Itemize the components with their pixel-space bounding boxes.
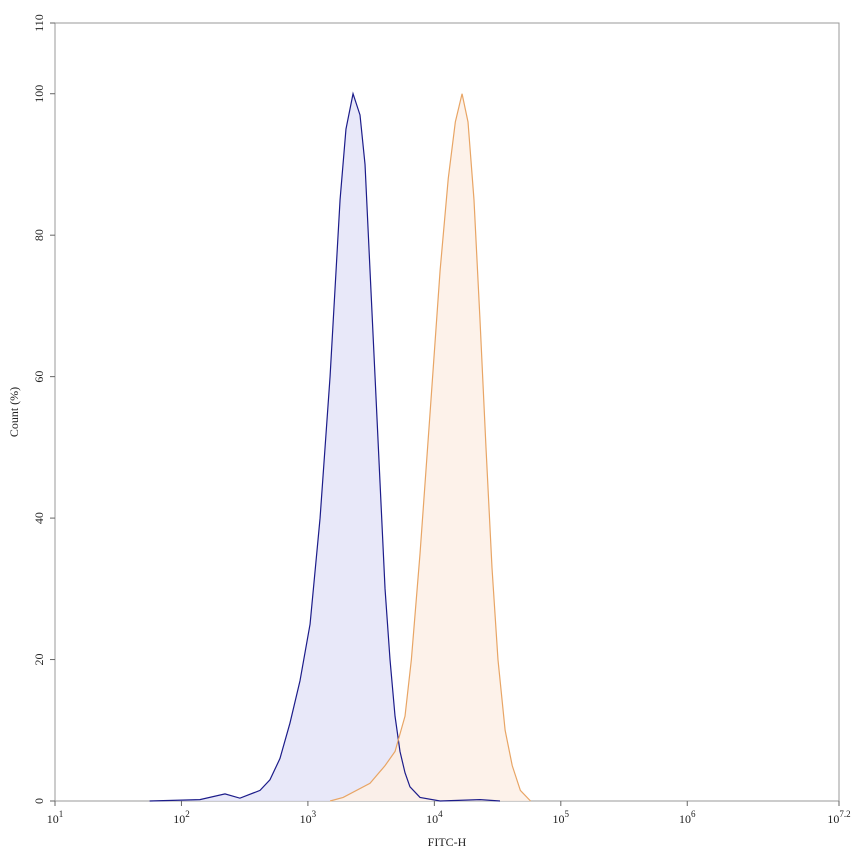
x-tick-exponent: 7.2 — [839, 809, 850, 819]
y-tick-label: 60 — [32, 371, 46, 383]
area — [149, 93, 500, 802]
x-tick-base: 10 — [47, 812, 59, 826]
y-tick-label: 100 — [32, 85, 46, 103]
y-tick-label: 0 — [32, 798, 46, 804]
x-tick-base: 10 — [300, 812, 312, 826]
x-axis-label: FITC-H — [428, 835, 467, 849]
y-tick-label: 20 — [32, 654, 46, 666]
x-tick-label: 102 — [173, 809, 190, 826]
x-tick-label: 106 — [679, 809, 696, 826]
x-tick-base: 10 — [827, 812, 839, 826]
y-tick-label: 40 — [32, 512, 46, 524]
x-tick-exponent: 6 — [691, 809, 696, 819]
x-tick-label: 104 — [426, 809, 443, 826]
x-tick-exponent: 4 — [438, 809, 443, 819]
x-tick-base: 10 — [426, 812, 438, 826]
y-axis-label: Count (%) — [7, 387, 21, 437]
area — [330, 93, 531, 802]
x-tick-label: 101 — [47, 809, 64, 826]
x-tick-base: 10 — [553, 812, 565, 826]
x-tick-label: 107.2 — [827, 809, 850, 826]
x-tick-exponent: 1 — [59, 809, 64, 819]
x-tick-label: 105 — [553, 809, 570, 826]
x-tick-exponent: 5 — [565, 809, 570, 819]
x-tick-exponent: 2 — [185, 809, 190, 819]
line — [149, 91, 501, 802]
x-tick-base: 10 — [679, 812, 691, 826]
x-tick-label: 103 — [300, 809, 317, 826]
y-tick-label: 110 — [32, 14, 46, 32]
y-tick-label: 80 — [32, 229, 46, 241]
x-tick-exponent: 3 — [312, 809, 317, 819]
x-tick-base: 10 — [173, 812, 185, 826]
line — [329, 93, 531, 802]
